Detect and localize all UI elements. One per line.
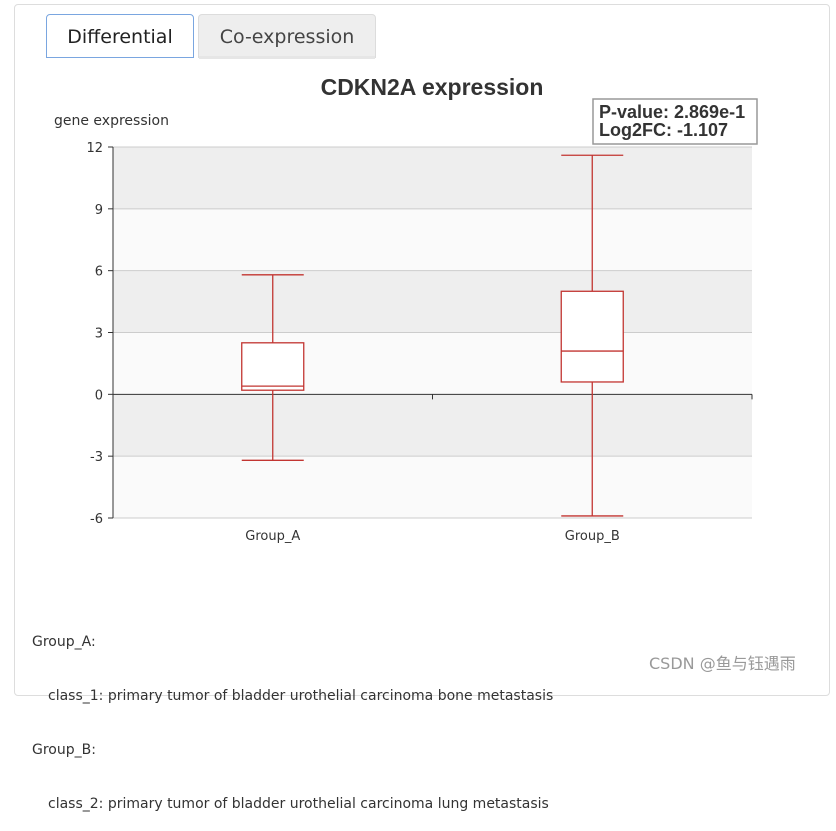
plot-band xyxy=(113,456,752,518)
group-description: Group_A: class_1: primary tumor of bladd… xyxy=(32,597,553,831)
y-tick-label: 9 xyxy=(95,203,103,218)
annotation-box xyxy=(592,98,758,145)
plot-band xyxy=(113,394,752,457)
y-tick-label: 12 xyxy=(86,141,103,156)
y-tick-label: -3 xyxy=(90,450,103,465)
grid-lines xyxy=(113,146,752,519)
y-tick-label: 3 xyxy=(95,327,103,342)
group-a-label: Group_A: xyxy=(32,634,96,650)
plot-band xyxy=(113,208,752,271)
boxplot-chart: 12 9 6 3 0 -3 -6 Group_A Group_B CDKN2A express… xyxy=(54,74,758,544)
pvalue-text: P-value: 2.869e-1 xyxy=(599,102,745,122)
x-ticks: Group_A Group_B xyxy=(112,394,753,544)
group-a-class: class_1: primary tumor of bladder urothe… xyxy=(48,688,554,704)
box-iqr xyxy=(560,290,624,383)
tab-differential[interactable]: Differential xyxy=(46,14,194,58)
watermark: CSDN @鱼与钰遇雨 xyxy=(649,654,796,673)
log2fc-text: Log2FC: -1.107 xyxy=(599,120,728,140)
x-tick-label: Group_A xyxy=(245,529,300,544)
plot-band xyxy=(113,332,752,395)
box-group-a xyxy=(241,274,305,461)
y-tick-label: 0 xyxy=(95,388,103,403)
chart-title: CDKN2A expression xyxy=(321,74,544,100)
plot-band xyxy=(113,147,752,209)
y-tick-label: 6 xyxy=(95,265,103,280)
x-tick-label: Group_B xyxy=(565,529,620,544)
group-b-label: Group_B: xyxy=(32,742,96,758)
group-b-class: class_2: primary tumor of bladder urothe… xyxy=(48,796,549,812)
y-axis-label: gene expression xyxy=(54,113,169,129)
plot-bands xyxy=(113,147,752,518)
boxes xyxy=(241,154,624,517)
y-tick-label: -6 xyxy=(90,512,103,527)
box-group-b xyxy=(560,154,624,517)
box-iqr xyxy=(241,342,305,391)
stats-annotation: P-value: 2.869e-1 Log2FC: -1.107 xyxy=(592,98,758,145)
tab-co-expression[interactable]: Co-expression xyxy=(198,14,376,59)
plot-band xyxy=(113,270,752,333)
y-ticks: 12 9 6 3 0 -3 -6 xyxy=(86,141,113,527)
